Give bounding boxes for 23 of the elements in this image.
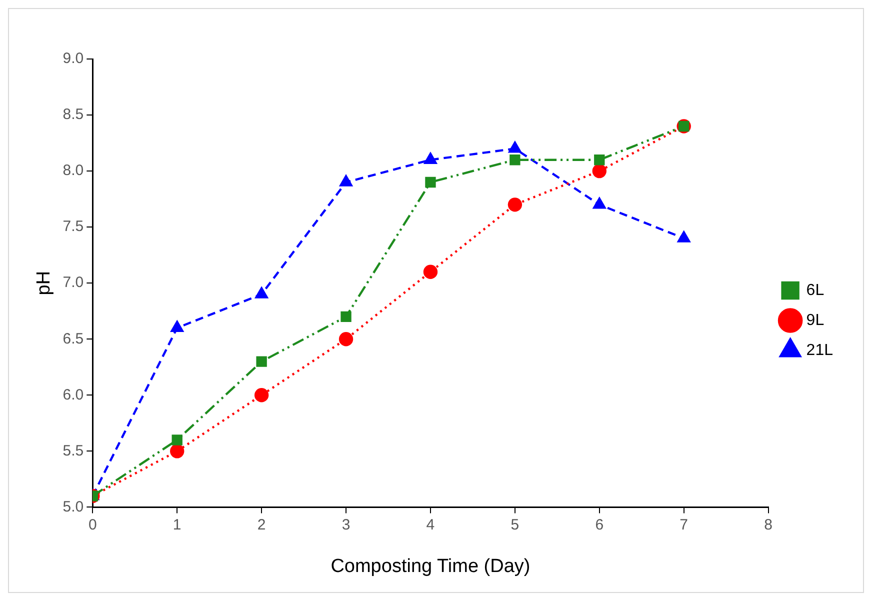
x-tick-label: 4 [426,516,435,534]
y-tick-label: 6.5 [62,330,84,348]
legend-label: 21L [806,342,834,359]
x-tick-label: 6 [595,516,604,534]
x-tick-label: 5 [510,516,520,534]
x-tick-label: 1 [172,516,182,534]
x-tick-label: 2 [257,516,266,534]
y-tick-label: 7.0 [62,274,84,292]
y-tick-label: 7.5 [62,218,84,236]
y-tick-label: 8.0 [62,162,84,180]
y-axis-title: pH [34,270,55,296]
legend-label: 9L [806,312,824,329]
x-tick-label: 3 [342,516,350,534]
y-tick-label: 9.0 [62,50,84,68]
y-tick-label: 5.0 [62,498,84,516]
y-tick-label: 6.0 [62,386,84,404]
x-tick-label: 8 [764,516,772,534]
y-tick-label: 5.5 [62,442,84,460]
y-tick-label: 8.5 [62,106,84,124]
x-tick-label: 0 [88,516,97,534]
x-tick-label: 7 [680,516,688,534]
x-axis-title: Composting Time (Day) [330,556,530,577]
legend-label: 6L [806,282,824,299]
